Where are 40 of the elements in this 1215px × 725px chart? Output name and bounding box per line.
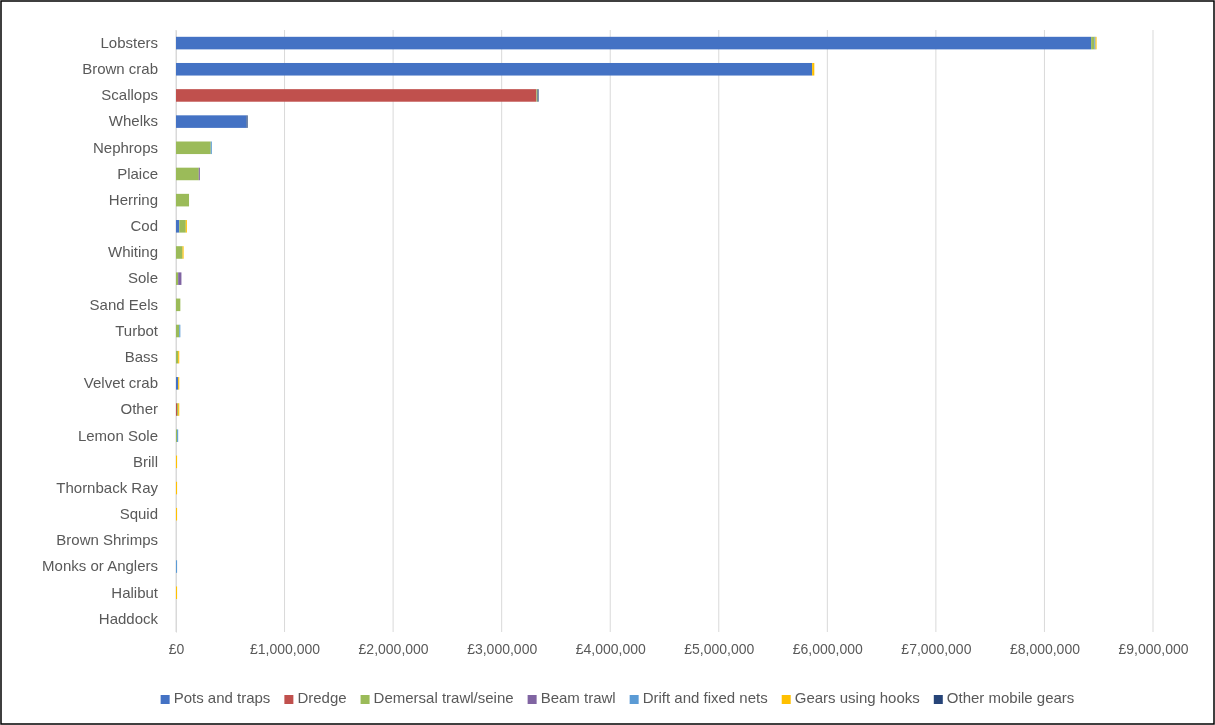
legend-label: Dredge — [297, 689, 347, 706]
x-tick-label: £5,000,000 — [684, 640, 755, 657]
legend-label: Pots and traps — [173, 689, 271, 706]
x-tick-label: £2,000,000 — [358, 640, 429, 657]
x-tick-label: £0 — [168, 640, 185, 657]
legend-label: Drift and fixed nets — [642, 689, 768, 706]
y-tick-label: Squid — [119, 505, 158, 523]
y-tick-label: Other — [120, 400, 158, 418]
y-tick-label: Turbot — [115, 321, 159, 339]
x-tick-label: £7,000,000 — [901, 640, 972, 657]
x-tick-label: £3,000,000 — [467, 640, 538, 657]
y-tick-label: Thornback Ray — [56, 478, 159, 496]
y-tick-label: Whiting — [107, 243, 158, 261]
y-tick-label: Herring — [108, 190, 158, 208]
y-tick-label: Lemon Sole — [77, 426, 158, 444]
legend-label: Demersal trawl/seine — [373, 689, 514, 706]
y-tick-label: Lobsters — [100, 33, 158, 51]
y-tick-label: Halibut — [111, 583, 159, 601]
y-tick-label: Whelks — [108, 112, 158, 130]
y-tick-label: Brown Shrimps — [56, 531, 158, 549]
y-tick-label: Plaice — [117, 164, 158, 182]
y-tick-label: Haddock — [98, 609, 159, 627]
y-tick-label: Sand Eels — [89, 295, 158, 313]
x-tick-label: £4,000,000 — [575, 640, 646, 657]
y-tick-label: Bass — [124, 347, 158, 365]
y-tick-label: Velvet crab — [83, 374, 158, 392]
y-tick-label: Brown crab — [82, 60, 158, 78]
legend-label: Other mobile gears — [946, 689, 1075, 706]
legend-label: Gears using hooks — [794, 689, 920, 706]
y-tick-label: Sole — [127, 269, 158, 287]
x-tick-label: £9,000,000 — [1118, 640, 1189, 657]
y-tick-label: Nephrops — [92, 138, 158, 156]
y-tick-label: Scallops — [101, 86, 158, 104]
y-tick-label: Brill — [133, 452, 158, 470]
x-tick-label: £6,000,000 — [792, 640, 864, 657]
legend-label: Beam trawl — [540, 689, 616, 706]
x-tick-label: £8,000,000 — [1009, 640, 1081, 657]
y-tick-label: Monks or Anglers — [42, 557, 158, 575]
x-tick-label: £1,000,000 — [250, 640, 321, 657]
y-tick-label: Cod — [130, 217, 158, 235]
